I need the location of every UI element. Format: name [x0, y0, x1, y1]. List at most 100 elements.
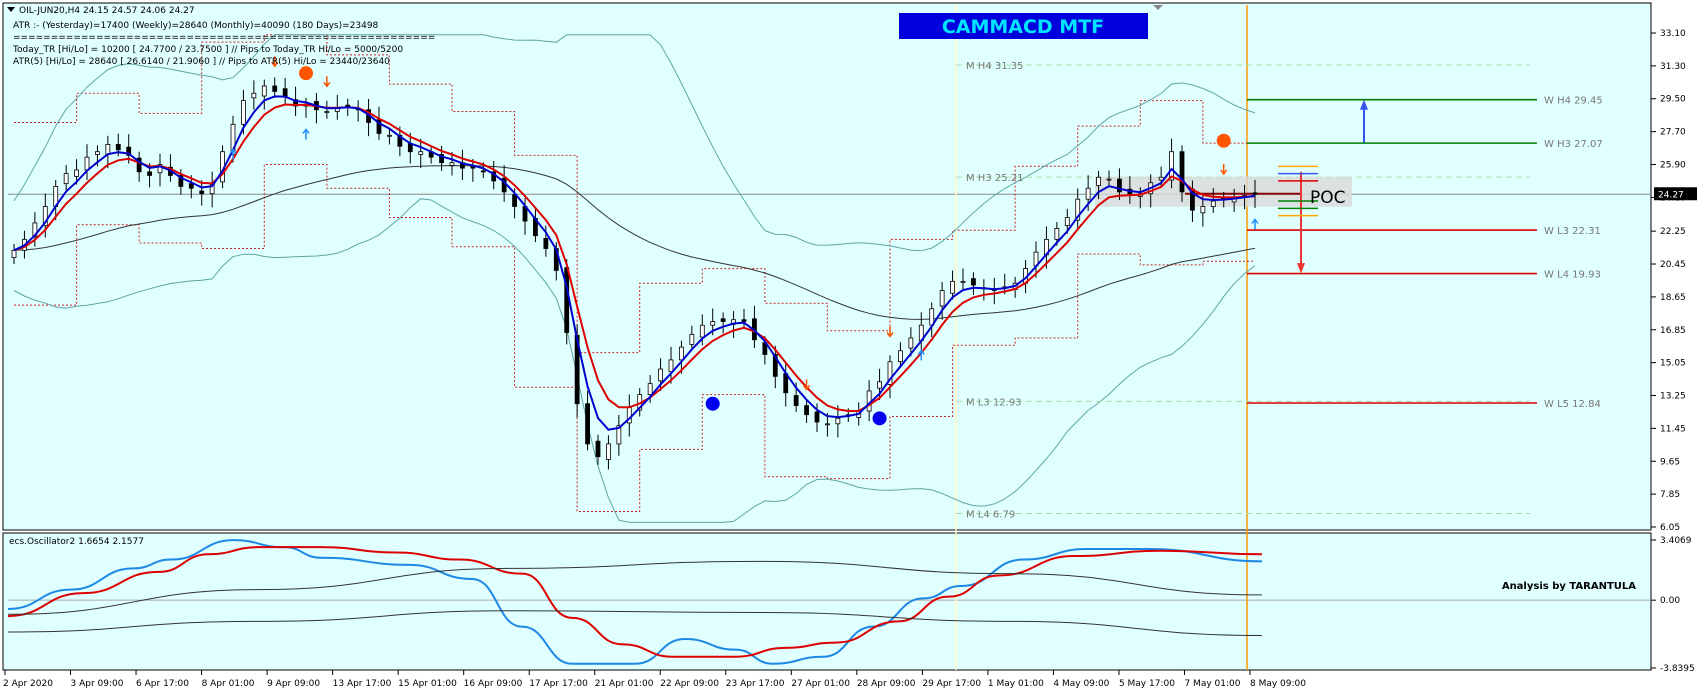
time-tick-label: 8 May 09:00 [1250, 679, 1306, 689]
candle-body [1210, 200, 1216, 207]
candle-body [157, 164, 163, 174]
candle-body [1117, 178, 1122, 193]
target-up-arrow-head [1360, 99, 1368, 110]
price-tick-label: 16.85 [1660, 326, 1686, 336]
time-tick-label: 21 Apr 01:00 [595, 679, 654, 689]
osc-tick-label: 0.00 [1660, 596, 1680, 606]
buy-arrow-icon [229, 148, 237, 160]
weekly-level-label: W L4 19.93 [1544, 270, 1601, 281]
sell-arrow-icon [802, 379, 811, 391]
candle-body [835, 417, 841, 425]
pivot-levels: M H4 31.35 M H3 25.21 M L3 12.93 M L4 6.79 W… [956, 61, 1603, 520]
oscillator-blue-line [7, 539, 1263, 665]
candle-body [585, 403, 590, 445]
candle-body [960, 280, 966, 283]
time-tick-label: 1 May 01:00 [988, 679, 1044, 689]
weekly-level-label: W L5 12.84 [1544, 399, 1601, 410]
price-tick-label: 25.90 [1660, 160, 1686, 170]
price-axis: 33.1031.3029.5027.7025.9024.1022.2520.45… [1651, 29, 1697, 674]
oscillator-red-line [7, 546, 1263, 658]
time-tick-label: 9 Apr 09:00 [267, 679, 320, 689]
analysis-credit: Analysis by TARANTULA [1502, 581, 1636, 592]
candle-body [679, 346, 684, 361]
candle-body [898, 350, 903, 363]
price-tick-label: 13.25 [1660, 392, 1686, 402]
time-tick-label: 8 Apr 01:00 [202, 679, 255, 689]
time-tick-label: 23 Apr 17:00 [726, 679, 785, 689]
time-tick-label: 17 Apr 17:00 [529, 679, 588, 689]
candle-body [814, 411, 820, 423]
candle-body [439, 154, 444, 164]
candle-body [595, 440, 601, 458]
monthly-level-label: M H4 31.35 [966, 61, 1024, 72]
price-tick-label: 31.30 [1660, 62, 1686, 72]
price-tick-label: 22.25 [1660, 227, 1686, 237]
candle-body [126, 146, 132, 156]
candle-body [1054, 228, 1060, 240]
oscillator-lines [7, 539, 1263, 665]
time-tick-label: 4 May 09:00 [1053, 679, 1109, 689]
candle-body [345, 104, 351, 107]
price-tick-label: 11.45 [1660, 424, 1686, 434]
collapse-triangle-icon[interactable] [7, 7, 15, 12]
sell-signal-dot [299, 66, 313, 81]
time-tick-label: 7 May 01:00 [1184, 679, 1240, 689]
time-tick-label: 5 May 17:00 [1119, 679, 1175, 689]
candle-body [11, 249, 17, 259]
weekly-level-label: W L3 22.31 [1544, 226, 1601, 237]
candle-body [449, 162, 455, 166]
time-axis: 2 Apr 2020 3 Apr 09:00 6 Apr 17:00 8 Apr 01… [3, 670, 1306, 689]
time-tick-label: 6 Apr 17:00 [136, 679, 189, 689]
time-tick-label: 3 Apr 09:00 [71, 679, 124, 689]
banner-title: CAMMACD MTF [942, 16, 1104, 38]
oscillator-dark-line [7, 560, 1263, 615]
osc-tick-label: -3.8395 [1660, 664, 1695, 674]
candle-body [1106, 178, 1112, 181]
candle-body [1085, 187, 1091, 200]
sell-arrow-icon [1220, 163, 1228, 176]
candle-body [324, 111, 330, 113]
candle-body [1096, 176, 1101, 186]
candle-body [1158, 176, 1164, 181]
signal-markers [229, 56, 1259, 426]
today-tr-info: Today_TR [Hi/Lo] = 10200 [ 24.7700 / 23.… [12, 45, 403, 55]
candle-body [1075, 198, 1081, 221]
chart-shift-marker-icon[interactable] [1153, 5, 1163, 10]
candle-body [1179, 151, 1185, 193]
price-tick-label: 27.70 [1660, 128, 1686, 138]
long-moving-average-line [13, 165, 1256, 320]
candle-body [606, 443, 611, 460]
buy-signal-dot [872, 411, 887, 426]
candle-body [95, 151, 100, 155]
candle-body [616, 425, 622, 445]
monthly-level-label: M L4 6.79 [966, 509, 1015, 520]
candle-body [772, 354, 778, 377]
osc-tick-label: 3.4069 [1660, 536, 1692, 546]
candle-body [668, 359, 674, 373]
price-tick-label: 20.45 [1660, 260, 1686, 270]
candle-body [480, 170, 486, 173]
candle-body [1252, 192, 1258, 195]
current-price-label: 24.27 [1658, 190, 1684, 200]
candle-body [272, 85, 278, 92]
candle-body [710, 321, 716, 326]
price-tick-label: 15.05 [1660, 359, 1686, 369]
moving-averages [13, 95, 1256, 431]
candle-body [178, 175, 184, 187]
time-tick-label: 22 Apr 09:00 [660, 679, 719, 689]
buy-signal-dot [705, 396, 720, 411]
candle-body [741, 319, 747, 322]
oscillator-dark-line [7, 610, 1263, 637]
candle-body [387, 134, 392, 137]
weekly-level-label: W H4 29.45 [1544, 96, 1603, 107]
price-tick-label: 9.65 [1660, 457, 1680, 467]
candle-body [689, 333, 695, 345]
buy-arrow-icon [917, 349, 925, 361]
candle-body [293, 99, 298, 107]
oscillator-label: ecs.Oscillator2 1.6654 2.1577 [9, 537, 144, 547]
atr5-info: ATR(5) [Hi/Lo] = 28640 [ 26.6140 / 21.90… [13, 57, 390, 67]
time-tick-label: 2 Apr 2020 [3, 679, 53, 689]
buy-arrow-icon [1251, 218, 1259, 230]
time-tick-label: 13 Apr 17:00 [333, 679, 392, 689]
